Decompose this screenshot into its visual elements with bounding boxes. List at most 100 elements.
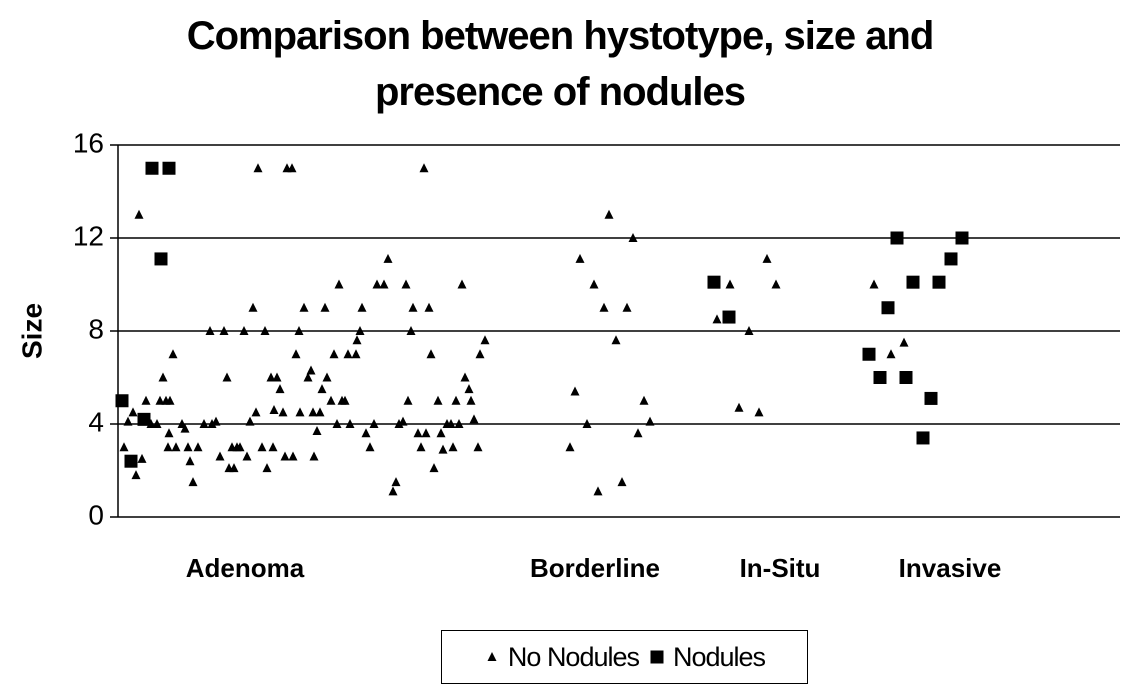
triangle-marker: [401, 279, 411, 289]
triangle-marker: [251, 407, 261, 417]
legend-swatch: [487, 652, 497, 661]
triangle-marker: [183, 442, 193, 452]
triangle-marker: [329, 349, 339, 359]
triangle-marker: [355, 326, 365, 335]
triangle-marker: [408, 302, 418, 312]
triangle-marker: [416, 442, 426, 452]
triangle-marker: [123, 416, 133, 426]
triangle-marker: [294, 326, 304, 335]
triangle-marker: [188, 477, 198, 487]
triangle-marker: [599, 302, 609, 312]
legend-item: Nodules: [649, 641, 766, 673]
triangle-marker: [424, 302, 434, 312]
triangle-marker: [383, 253, 393, 263]
triangle-marker: [306, 365, 316, 375]
group-label: Borderline: [530, 553, 660, 583]
triangle-marker: [266, 372, 276, 382]
triangle-marker: [473, 442, 483, 452]
triangle-marker: [565, 442, 575, 452]
square-marker: [862, 347, 876, 361]
triangle-marker: [334, 279, 344, 289]
triangle-marker: [480, 335, 490, 345]
triangle-marker: [262, 463, 272, 473]
triangle-marker: [219, 326, 229, 335]
triangle-marker: [426, 349, 436, 359]
triangle-marker: [239, 326, 249, 335]
triangle-marker: [617, 477, 627, 487]
triangle-marker: [361, 428, 371, 438]
triangle-marker: [340, 395, 350, 405]
triangle-marker: [164, 428, 174, 438]
triangle-marker: [317, 384, 327, 394]
triangle-marker: [326, 395, 336, 405]
triangle-marker: [211, 416, 221, 426]
triangle-marker: [352, 335, 362, 345]
triangle-marker: [278, 407, 288, 417]
triangle-marker: [398, 416, 408, 426]
square-marker: [145, 161, 159, 175]
triangle-marker: [570, 386, 580, 396]
square-marker: [944, 252, 958, 266]
square-marker: [906, 275, 920, 289]
triangle-marker: [633, 428, 643, 438]
legend-item: No Nodules: [484, 642, 640, 673]
triangle-marker: [309, 451, 319, 461]
triangle-marker: [869, 279, 879, 289]
triangle-marker: [269, 405, 279, 415]
triangle-marker: [469, 414, 479, 424]
triangle-marker: [291, 349, 301, 359]
triangle-marker: [451, 395, 461, 405]
triangle-marker: [762, 253, 772, 263]
triangle-marker: [454, 419, 464, 428]
triangle-marker: [345, 419, 355, 428]
triangle-marker: [275, 384, 285, 394]
y-tick-label: 4: [88, 406, 104, 437]
triangle-marker: [604, 209, 614, 219]
triangle-marker: [369, 419, 379, 428]
triangle-marker: [308, 407, 318, 417]
triangle-marker: [303, 372, 313, 382]
y-tick-label: 0: [88, 499, 104, 530]
triangle-marker: [222, 372, 232, 382]
triangle-marker: [322, 372, 332, 382]
triangle-marker: [299, 302, 309, 312]
group-label: In-Situ: [740, 553, 821, 583]
triangle-marker: [628, 233, 638, 242]
square-marker: [932, 275, 946, 289]
triangle-marker: [152, 419, 162, 428]
triangle-marker: [351, 349, 361, 359]
triangle-marker: [622, 302, 632, 312]
triangle-marker: [260, 326, 270, 335]
square-marker: [124, 454, 138, 468]
y-tick-label: 8: [88, 313, 104, 344]
triangle-marker: [446, 419, 456, 428]
triangle-marker: [357, 302, 367, 312]
triangle-marker: [287, 163, 297, 173]
triangle-marker: [141, 395, 151, 405]
triangle-marker: [725, 279, 735, 289]
triangle-marker: [429, 463, 439, 473]
triangle-marker: [388, 486, 398, 496]
triangle-marker: [207, 419, 217, 428]
triangle-marker: [245, 416, 255, 426]
triangle-marker: [403, 395, 413, 405]
square-marker: [924, 391, 938, 405]
triangle-marker: [457, 279, 467, 289]
triangle-marker: [734, 402, 744, 412]
triangle-marker: [312, 425, 322, 435]
triangle-marker: [582, 419, 592, 428]
legend-label: Nodules: [673, 641, 766, 672]
triangle-marker: [391, 477, 401, 487]
triangle-marker: [320, 302, 330, 312]
y-tick-label: 16: [73, 127, 104, 158]
y-axis-label: Size: [16, 303, 47, 359]
triangle-marker: [137, 453, 147, 463]
square-marker: [137, 412, 151, 426]
triangle-marker: [406, 326, 416, 335]
triangle-marker: [248, 302, 258, 312]
triangle-marker: [611, 335, 621, 345]
triangle-marker: [215, 451, 225, 461]
triangle-marker: [466, 395, 476, 405]
